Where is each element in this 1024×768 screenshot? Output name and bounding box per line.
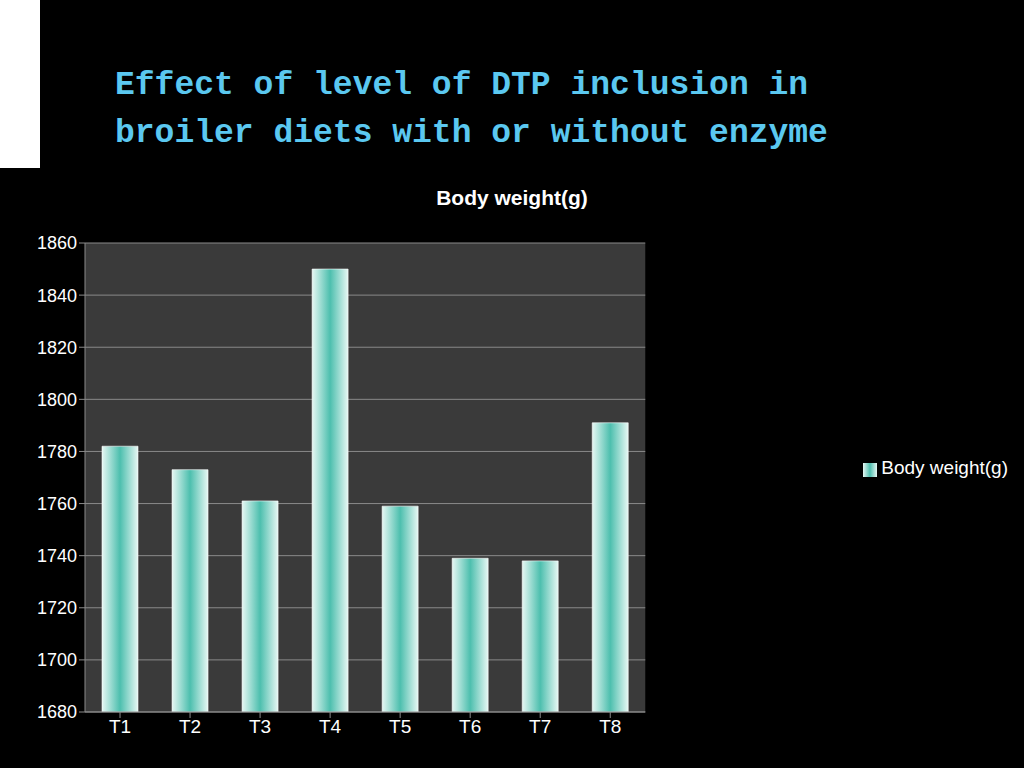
- svg-text:T8: T8: [599, 716, 621, 737]
- svg-text:T3: T3: [249, 716, 271, 737]
- svg-text:T6: T6: [459, 716, 481, 737]
- svg-text:1840: 1840: [37, 286, 77, 306]
- svg-text:T4: T4: [319, 716, 342, 737]
- svg-text:1680: 1680: [37, 702, 77, 722]
- svg-text:T7: T7: [529, 716, 551, 737]
- svg-text:1820: 1820: [37, 338, 77, 358]
- svg-text:T5: T5: [389, 716, 411, 737]
- svg-text:T2: T2: [179, 716, 201, 737]
- html-text:Body weight(g): Body weight(g): [881, 457, 1008, 478]
- svg-text:1700: 1700: [37, 650, 77, 670]
- svg-text:1760: 1760: [37, 494, 77, 514]
- svg-text:1800: 1800: [37, 390, 77, 410]
- svg-text:1860: 1860: [37, 233, 77, 253]
- svg-text:1720: 1720: [37, 598, 77, 618]
- svg-text:1780: 1780: [37, 442, 77, 462]
- html-text:Body weight(g): Body weight(g): [436, 186, 588, 209]
- html-text:Effect of level of DTP inclusi: Effect of level of DTP inclusion in broi…: [115, 67, 828, 152]
- svg-text:T1: T1: [109, 716, 131, 737]
- svg-text:1740: 1740: [37, 546, 77, 566]
